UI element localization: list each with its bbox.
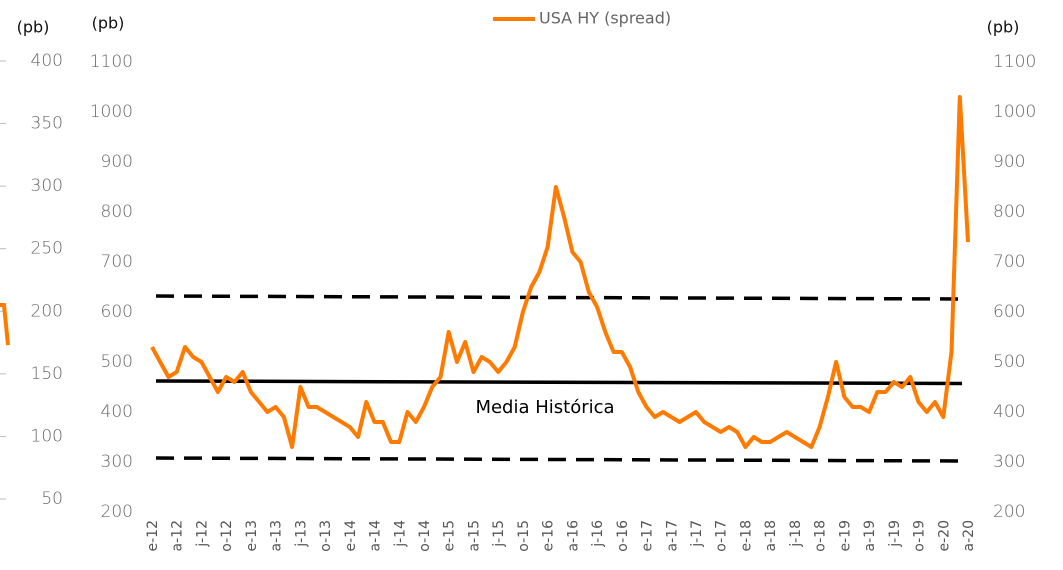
left-chart-y-tick-label: 350 — [31, 114, 63, 134]
y-tick-label: 1100 — [90, 52, 133, 72]
x-tick-label: e-18 — [738, 520, 754, 551]
x-tick-label: e-12 — [145, 520, 161, 551]
y2-tick-label: 400 — [993, 402, 1025, 422]
y-tick-label: 400 — [101, 402, 133, 422]
x-tick-label: a-14 — [368, 520, 384, 552]
y2-tick-label: 200 — [993, 502, 1025, 522]
x-tick-label: j-14 — [392, 520, 408, 548]
x-tick-label: o-12 — [219, 520, 235, 552]
x-tick-label: o-13 — [318, 520, 334, 552]
x-tick-label: a-17 — [664, 520, 680, 551]
left-chart-y-tick-label: 250 — [31, 239, 63, 259]
x-tick-label: e-13 — [244, 520, 260, 551]
y-tick-label: 1000 — [90, 102, 133, 122]
y-tick-label: 700 — [101, 252, 133, 272]
reference-line — [155, 379, 963, 386]
x-tick-label: e-20 — [936, 520, 952, 551]
left-chart-y-label: (pb) — [17, 18, 50, 37]
x-tick-label: j-17 — [689, 520, 705, 548]
x-tick-label: o-18 — [813, 520, 829, 552]
x-tick-label: o-14 — [417, 520, 433, 552]
y2-tick-label: 800 — [993, 202, 1025, 222]
reference-line — [155, 294, 963, 301]
x-tick-label: j-19 — [887, 520, 903, 548]
reference-line — [155, 456, 963, 463]
y-tick-label: 600 — [101, 302, 133, 322]
y-tick-label: 900 — [101, 152, 133, 172]
x-tick-label: o-19 — [912, 520, 928, 552]
x-tick-label: e-14 — [343, 520, 359, 552]
x-tick-label: e-16 — [541, 520, 557, 552]
x-tick-label: j-16 — [590, 520, 606, 548]
y2-axis-label: (pb) — [987, 18, 1020, 37]
left-chart-y-tick-label: 300 — [31, 176, 63, 196]
y2-tick-label: 700 — [993, 252, 1025, 272]
legend-label: USA HY (spread) — [539, 9, 671, 28]
y-axis-label: (pb) — [92, 14, 125, 33]
x-tick-label: j-15 — [491, 520, 507, 548]
left-chart-y-tick-label: 400 — [31, 51, 63, 71]
y2-tick-label: 300 — [993, 452, 1025, 472]
x-tick-label: a-15 — [466, 520, 482, 551]
reference-line-label: Media Histórica — [475, 397, 614, 418]
x-tick-label: o-17 — [714, 520, 730, 552]
left-chart-y-tick-label: 100 — [31, 426, 63, 446]
x-tick-label: o-15 — [516, 520, 532, 552]
y2-tick-label: 1000 — [993, 102, 1036, 122]
left-chart-y-tick-label: 50 — [41, 489, 63, 509]
x-tick-label: j-13 — [293, 520, 309, 548]
x-tick-label: j-12 — [194, 520, 210, 548]
x-tick-label: e-19 — [837, 520, 853, 551]
x-tick-label: j-18 — [788, 520, 804, 548]
x-tick-label: a-16 — [565, 520, 581, 552]
y2-tick-label: 500 — [993, 352, 1025, 372]
y-tick-label: 200 — [101, 502, 133, 522]
left-chart-y-tick-label: 200 — [31, 301, 63, 321]
x-tick-label: e-15 — [442, 520, 458, 551]
x-tick-label: a-12 — [170, 520, 186, 551]
y2-tick-label: 1100 — [993, 52, 1036, 72]
x-tick-label: a-20 — [961, 520, 977, 551]
y2-tick-label: 600 — [993, 302, 1025, 322]
y2-tick-label: 900 — [993, 152, 1025, 172]
x-tick-label: a-13 — [269, 520, 285, 551]
left-chart-line — [0, 303, 10, 346]
x-tick-label: o-16 — [615, 520, 631, 552]
series-line — [150, 95, 970, 449]
y-tick-label: 500 — [101, 352, 133, 372]
y-tick-label: 800 — [101, 202, 133, 222]
x-tick-label: a-18 — [763, 520, 779, 551]
left-chart-y-tick-label: 150 — [31, 364, 63, 384]
y-tick-label: 300 — [101, 452, 133, 472]
x-tick-label: a-19 — [862, 520, 878, 551]
x-tick-label: e-17 — [640, 520, 656, 551]
